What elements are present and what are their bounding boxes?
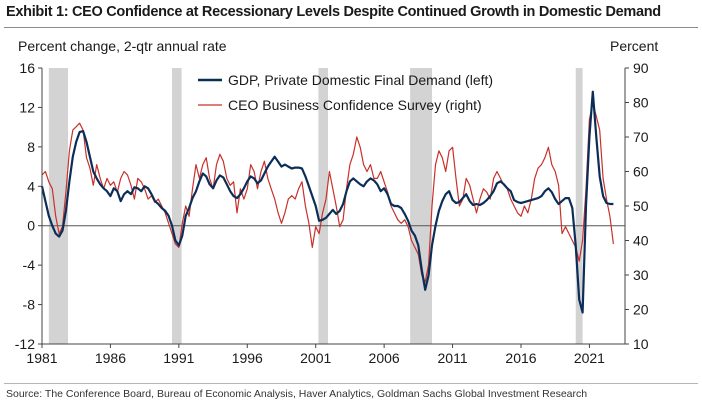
- legend-label: GDP, Private Domestic Final Demand (left…: [228, 72, 493, 88]
- chart-title: Exhibit 1: CEO Confidence at Recessionar…: [6, 4, 661, 20]
- y-axis-right-label: Percent: [610, 38, 659, 54]
- x-tick-label: 1991: [163, 350, 194, 366]
- y-right-tick-label: 20: [633, 302, 649, 318]
- y-right-tick-label: 90: [633, 60, 649, 76]
- x-tick-label: 1986: [95, 350, 126, 366]
- x-tick-label: 2021: [574, 350, 605, 366]
- y-left-tick-label: 0: [27, 218, 35, 234]
- y-left-tick-label: 4: [27, 178, 35, 194]
- legend: GDP, Private Domestic Final Demand (left…: [198, 72, 493, 113]
- y-left-tick-label: 12: [19, 99, 35, 115]
- y-right-tick-label: 10: [633, 336, 649, 352]
- y-left-tick-label: -12: [15, 336, 35, 352]
- x-tick-label: 2006: [369, 350, 400, 366]
- y-left-tick-label: -8: [23, 297, 36, 313]
- y-axis-left-label: Percent change, 2-qtr annual rate: [18, 38, 227, 54]
- x-tick-label: 2011: [438, 350, 468, 366]
- series-line-gdp: [40, 90, 614, 314]
- recession-band: [318, 68, 329, 344]
- y-right-tick-label: 30: [633, 267, 649, 283]
- y-left-tick-label: 16: [19, 60, 35, 76]
- recession-band: [575, 68, 583, 344]
- x-tick-label: 1981: [26, 350, 57, 366]
- legend-label: CEO Business Confidence Survey (right): [228, 97, 482, 113]
- y-left-tick-label: 8: [27, 139, 35, 155]
- series-lines: [40, 90, 614, 314]
- x-tick-label: 2016: [505, 350, 536, 366]
- y-right-tick-label: 50: [633, 198, 649, 214]
- y-right-tick-label: 70: [633, 129, 649, 145]
- y-right-tick-label: 80: [633, 95, 649, 111]
- source-divider: [4, 383, 698, 384]
- y-left-tick-label: -4: [23, 257, 36, 273]
- title-divider: [4, 27, 698, 28]
- x-tick-label: 2001: [300, 350, 331, 366]
- y-right-tick-label: 40: [633, 233, 649, 249]
- source-note: Source: The Conference Board, Bureau of …: [6, 388, 588, 400]
- axes: [38, 67, 629, 348]
- recession-band: [48, 68, 69, 344]
- series-line-ceo-confidence: [41, 101, 614, 283]
- x-tick-label: 1996: [232, 350, 263, 366]
- recession-band: [172, 68, 182, 344]
- y-right-tick-label: 60: [633, 164, 649, 180]
